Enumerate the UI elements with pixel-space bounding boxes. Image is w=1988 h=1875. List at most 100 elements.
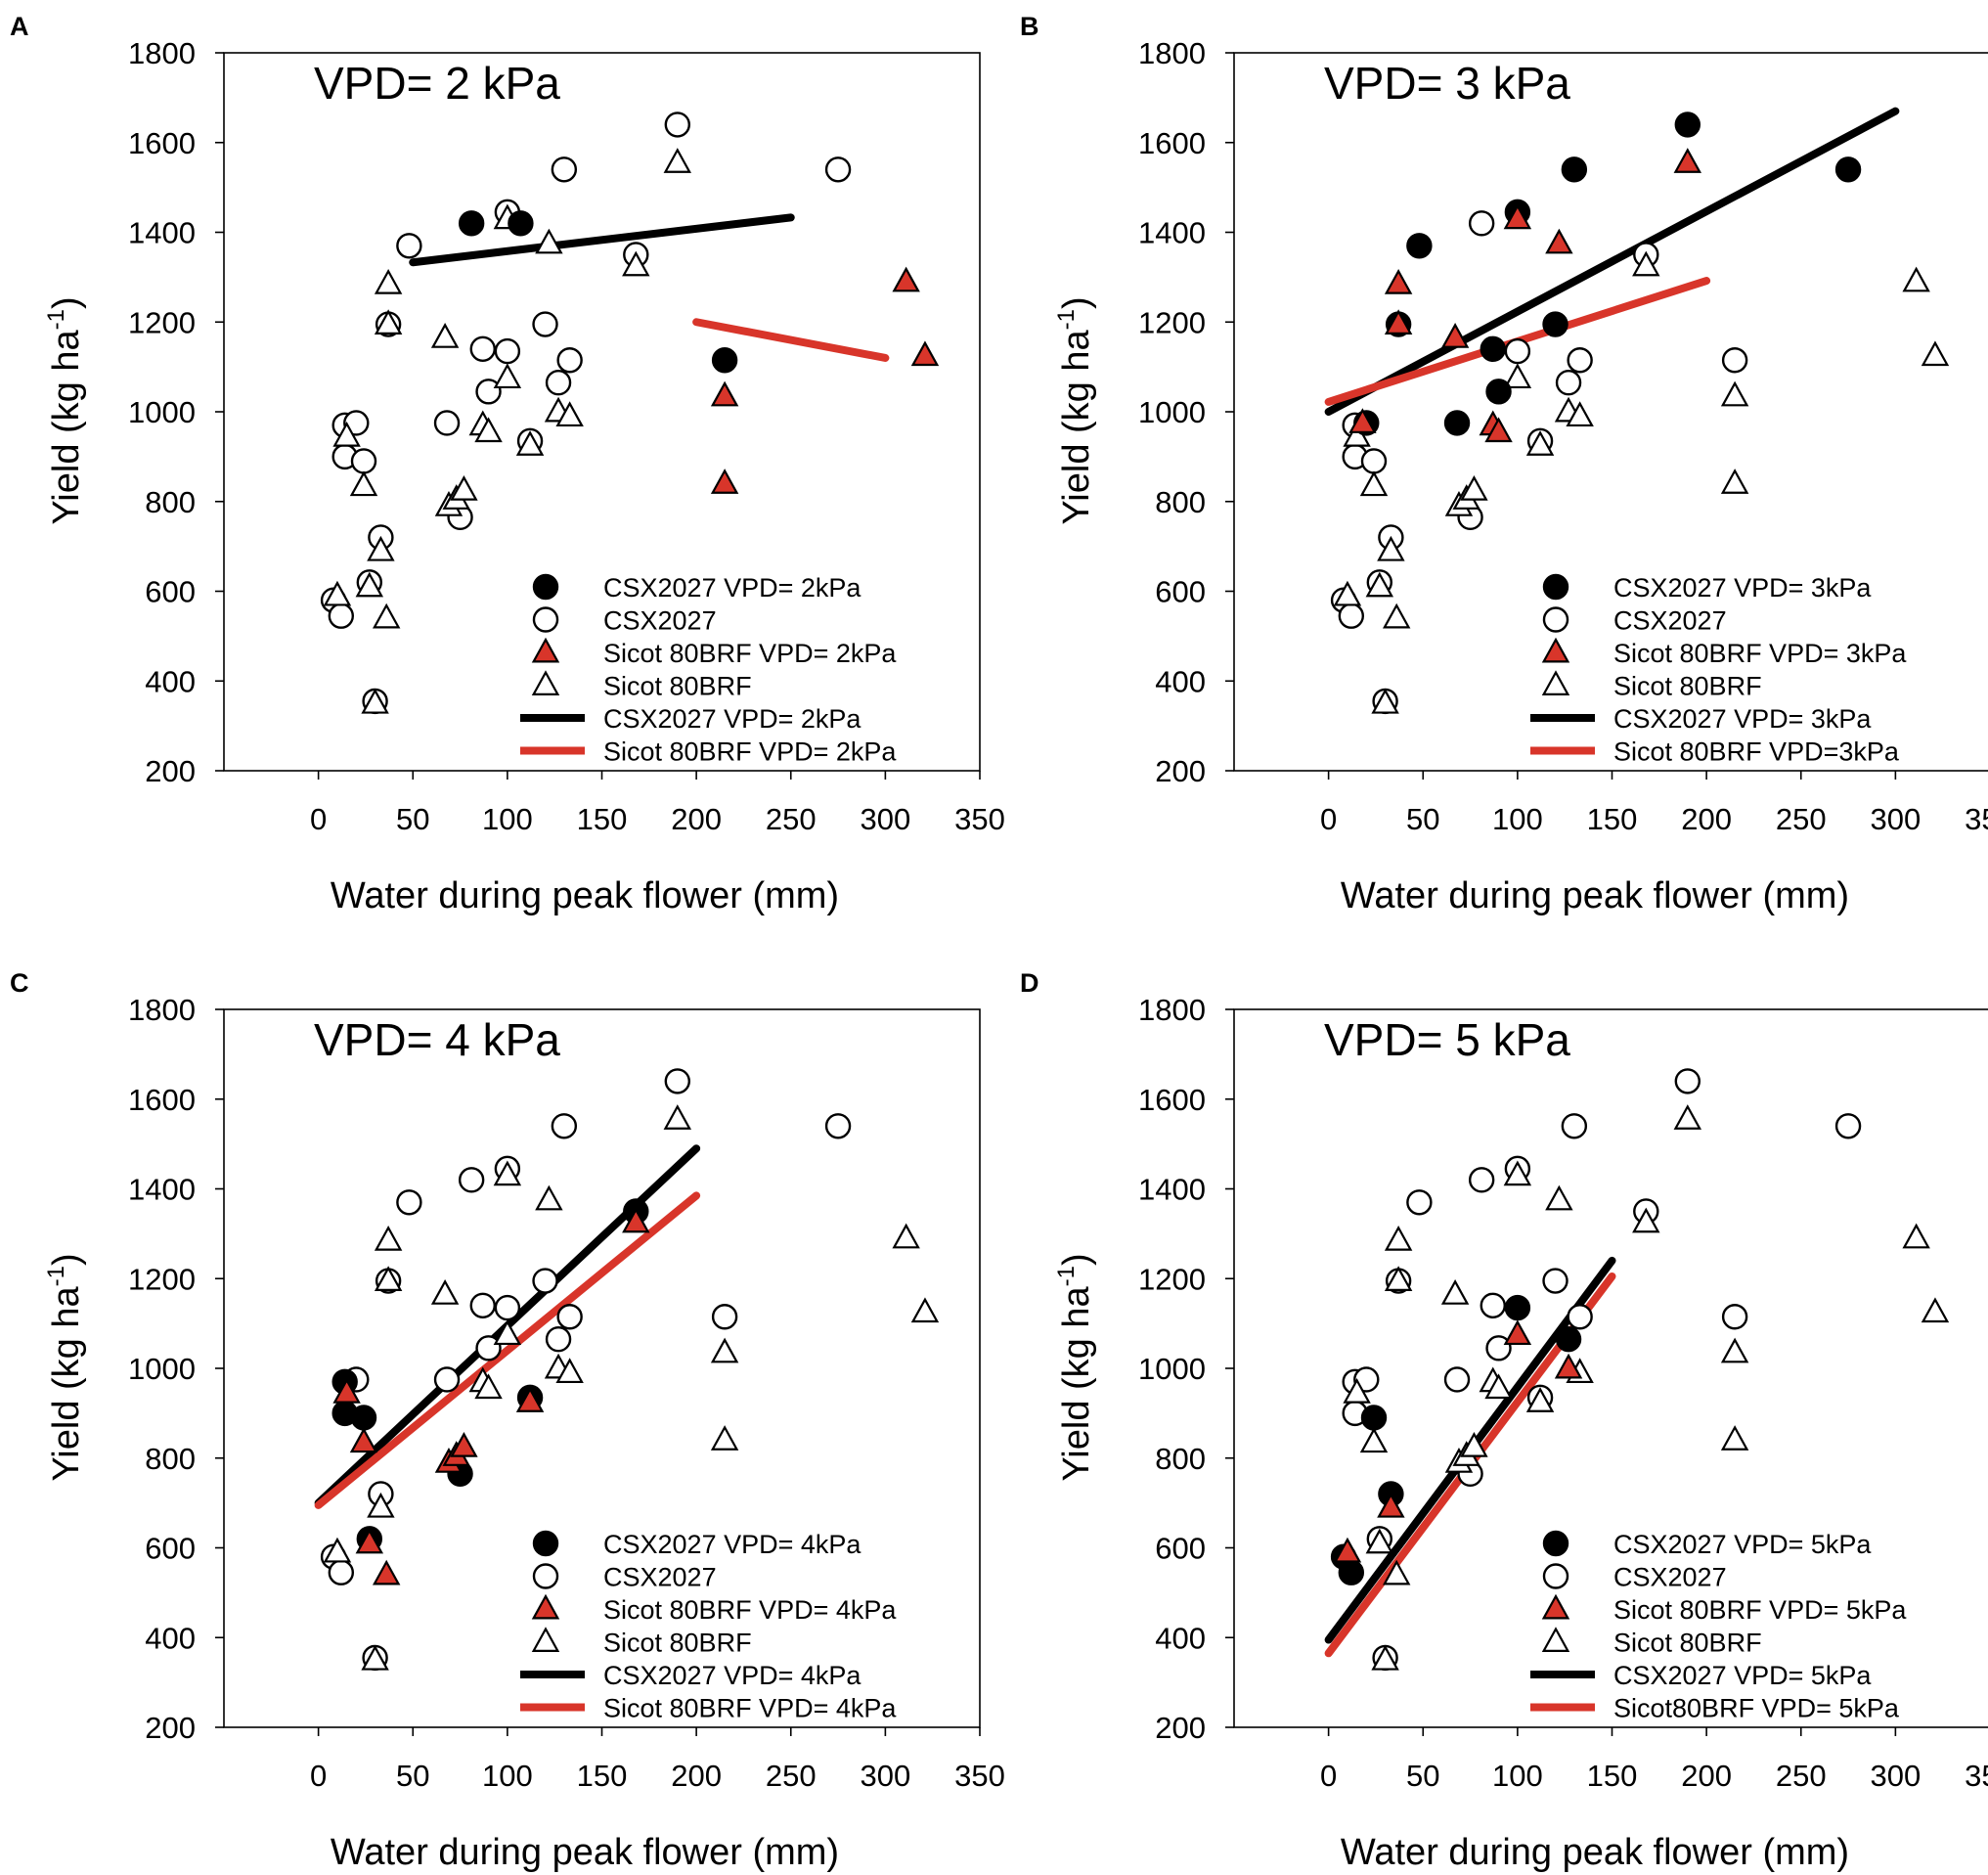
x-tick-label: 150: [1587, 1759, 1638, 1793]
data-point-triangle-open: [1902, 266, 1930, 292]
y-tick-label: 1400: [1138, 1173, 1206, 1207]
data-point-triangle-red: [332, 1377, 361, 1404]
panel-a: A 200 400 600 800 1000 1200 1400 1600 1800 0 50 100 1…: [10, 12, 1005, 916]
data-point-triangle-open: [515, 430, 545, 456]
legend-label: CSX2027: [603, 1563, 717, 1592]
data-point-circle-open: [475, 379, 502, 405]
y-tick-label: 1200: [1138, 305, 1206, 339]
data-point-circle-filled: [350, 1405, 377, 1431]
data-point-triangle-red: [355, 1528, 384, 1554]
data-point-circle-filled: [1485, 379, 1512, 405]
data-point-triangle-red: [1503, 1319, 1532, 1346]
x-tick-label: 50: [1406, 802, 1439, 836]
x-tick-label: 300: [1871, 802, 1922, 836]
data-point-triangle-open: [1720, 1425, 1749, 1451]
y-tick-label: 400: [1155, 664, 1206, 698]
data-point-circle-open: [1561, 1113, 1588, 1139]
data-point-triangle-open: [1359, 470, 1389, 497]
data-point-triangle-red: [710, 469, 739, 494]
y-tick-label: 1000: [128, 395, 196, 429]
data-point-triangle-open: [323, 580, 352, 606]
data-point-circle-open: [824, 1113, 852, 1139]
x-tick-label: 200: [1681, 802, 1732, 836]
legend-entry: Sicot 80BRF: [1541, 670, 1762, 701]
y-tick-label: 1800: [1138, 993, 1206, 1027]
data-point-circle-filled: [508, 210, 534, 237]
y-tick-label: 800: [145, 485, 196, 519]
data-point-triangle-red: [1673, 148, 1702, 173]
data-point-triangle-open: [1382, 603, 1411, 629]
legend-swatch-triangle-open: [1541, 670, 1570, 695]
legend-entry: Sicot80BRF VPD= 5kPa: [1530, 1694, 1900, 1723]
legend-entry: CSX2027: [1542, 606, 1727, 636]
y-tick-label: 1400: [128, 1173, 196, 1207]
legend-label: Sicot 80BRF: [1613, 672, 1762, 701]
y-axis-title-superscript: -1: [1053, 1266, 1080, 1286]
data-point-triangle-red: [1384, 268, 1413, 294]
data-point-triangle-open: [535, 228, 563, 254]
data-point-triangle-red: [1440, 323, 1470, 348]
data-point-circle-open: [1406, 1189, 1433, 1216]
data-point-circle-filled: [1360, 1405, 1388, 1431]
data-layer: [314, 1068, 940, 1672]
y-tick-label: 600: [145, 1532, 196, 1566]
data-point-triangle-open: [323, 1537, 352, 1563]
data-point-circle-open: [1338, 603, 1365, 629]
x-tick-label: 200: [671, 1759, 722, 1793]
data-point-circle-open: [1468, 210, 1495, 237]
x-tick-label: 50: [1406, 1759, 1439, 1793]
data-point-circle-open: [1542, 1268, 1568, 1294]
data-point-triangle-open: [910, 1297, 940, 1323]
data-point-circle-open: [494, 1294, 521, 1321]
data-point-triangle-red: [1384, 309, 1413, 335]
data-point-triangle-open: [349, 470, 378, 497]
legend-label: CSX2027 VPD= 3kPa: [1613, 573, 1872, 603]
data-point-circle-open: [1443, 1366, 1471, 1393]
data-point-triangle-open: [1503, 363, 1532, 389]
data-point-triangle-red: [349, 1427, 378, 1453]
data-point-triangle-open: [1333, 580, 1362, 606]
legend-swatch-triangle-red: [1541, 637, 1570, 663]
y-tick-label: 600: [145, 575, 196, 609]
x-tick-label: 0: [1320, 802, 1337, 836]
data-point-triangle-open: [1384, 1266, 1413, 1292]
x-tick-label: 0: [310, 802, 327, 836]
data-point-triangle-red: [1545, 228, 1573, 254]
data-point-triangle-red: [372, 1559, 401, 1585]
x-tick-label: 300: [861, 802, 911, 836]
data-point-triangle-red: [910, 340, 940, 367]
legend-label: CSX2027 VPD= 5kPa: [1613, 1530, 1872, 1559]
legend-label: Sicot 80BRF VPD=3kPa: [1613, 737, 1900, 767]
data-point-triangle-open: [1921, 340, 1950, 367]
data-point-triangle-open: [374, 1225, 403, 1251]
panel-d: D 200 400 600 800 1000 1200 1400 1600 1800 0 50 100 1…: [1020, 968, 1988, 1873]
y-tick-label: 1400: [128, 216, 196, 250]
data-point-circle-filled: [1480, 335, 1506, 362]
data-point-triangle-open: [430, 323, 460, 348]
panel-b: B 200 400 600 800 1000 1200 1400 1600 1800 0 50 100 1…: [1020, 12, 1988, 916]
data-point-triangle-red: [450, 1432, 478, 1457]
data-point-triangle-open: [1359, 1427, 1389, 1453]
data-point-circle-filled: [1443, 410, 1471, 436]
data-point-circle-open: [433, 410, 461, 436]
data-point-triangle-open: [1525, 430, 1555, 456]
vpd-label: VPD= 2 kPa: [314, 58, 560, 109]
x-tick-label: 200: [1681, 1759, 1732, 1793]
data-point-circle-open: [711, 1304, 738, 1330]
data-point-triangle-open: [1921, 1297, 1950, 1323]
legend-label: CSX2027 VPD= 4kPa: [603, 1661, 861, 1690]
data-point-circle-open: [1721, 347, 1748, 374]
legend-label: Sicot80BRF VPD= 5kPa: [1613, 1694, 1900, 1723]
y-tick-label: 400: [145, 1621, 196, 1655]
data-point-circle-open: [469, 1292, 496, 1318]
panel-letter: B: [1020, 12, 1039, 41]
data-point-triangle-open: [1902, 1223, 1930, 1249]
y-axis-title-superscript: -1: [43, 1266, 69, 1286]
legend-entry: Sicot 80BRF VPD= 2kPa: [520, 737, 897, 767]
y-tick-label: 1600: [128, 126, 196, 160]
data-point-triangle-red: [710, 380, 739, 407]
y-tick-label: 1800: [128, 993, 196, 1027]
legend-swatch-circle-filled: [532, 1530, 559, 1557]
legend-entry: Sicot 80BRF VPD= 4kPa: [520, 1694, 897, 1723]
